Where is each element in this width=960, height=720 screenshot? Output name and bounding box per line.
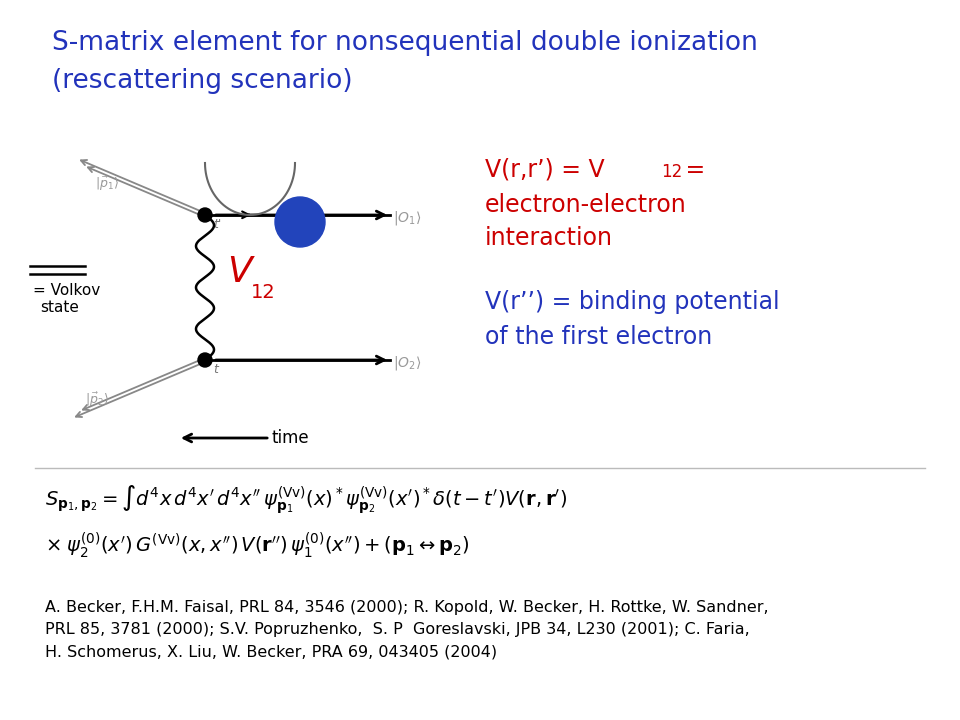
Text: V(r,r’) = V: V(r,r’) = V [485, 158, 605, 182]
Text: A. Becker, F.H.M. Faisal, PRL 84, 3546 (2000); R. Kopold, W. Becker, H. Rottke, : A. Becker, F.H.M. Faisal, PRL 84, 3546 (… [45, 600, 769, 660]
Text: 12: 12 [251, 283, 276, 302]
Text: V: V [227, 256, 252, 289]
Text: time: time [272, 429, 310, 447]
Text: t: t [213, 363, 218, 376]
Text: = Volkov: = Volkov [33, 283, 100, 298]
Text: $|O_1\rangle$: $|O_1\rangle$ [393, 209, 421, 227]
Text: interaction: interaction [485, 226, 613, 250]
Text: 12: 12 [661, 163, 683, 181]
Text: of the first electron: of the first electron [485, 325, 712, 349]
Circle shape [198, 353, 212, 367]
Text: $|\vec{p}_1\rangle$: $|\vec{p}_1\rangle$ [95, 175, 119, 193]
Text: state: state [40, 300, 79, 315]
Text: V(r’’) = binding potential: V(r’’) = binding potential [485, 290, 780, 314]
Text: $\times\;\psi_2^{(0)}(x^\prime)\,G^{(\mathrm{Vv})}(x,x^{\prime\prime})\,V(\mathb: $\times\;\psi_2^{(0)}(x^\prime)\,G^{(\ma… [45, 530, 470, 560]
Text: t': t' [213, 218, 221, 231]
Text: =: = [678, 158, 706, 182]
Text: electron-electron: electron-electron [485, 193, 686, 217]
Text: $|O_2\rangle$: $|O_2\rangle$ [393, 354, 421, 372]
Text: (rescattering scenario): (rescattering scenario) [52, 68, 352, 94]
Text: S-matrix element for nonsequential double ionization: S-matrix element for nonsequential doubl… [52, 30, 757, 56]
Text: $S_{\mathbf{p}_1,\mathbf{p}_2} = \int d^4x\,d^4x^\prime\,d^4x^{\prime\prime}\,\p: $S_{\mathbf{p}_1,\mathbf{p}_2} = \int d^… [45, 483, 567, 516]
Text: $|\vec{p}_2\rangle$: $|\vec{p}_2\rangle$ [85, 391, 108, 409]
Circle shape [198, 208, 212, 222]
Circle shape [275, 197, 325, 247]
